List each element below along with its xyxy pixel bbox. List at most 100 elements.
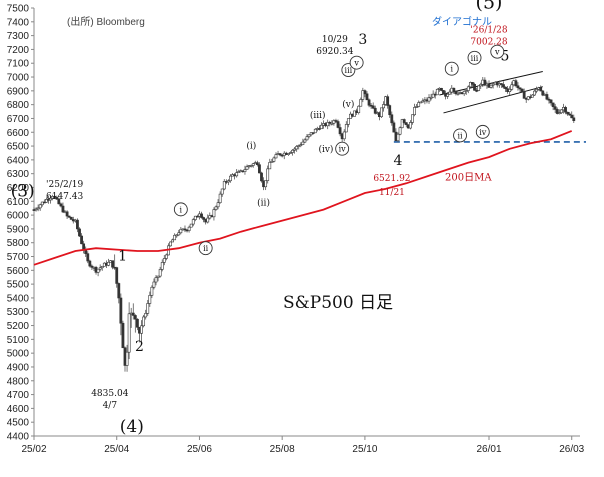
candle-body [539, 87, 543, 92]
candle-body [272, 157, 276, 162]
x-axis: 25/02 25/04 25/06 25/08 25/10 26/01 26/03 [21, 435, 585, 455]
candle-body [235, 172, 239, 177]
candle-body [462, 90, 466, 95]
y-axis: 4400 4500 4600 4700 4800 4900 5000 5100 5200 5300… [7, 4, 35, 443]
candle-body [142, 316, 146, 327]
candle-body [187, 226, 191, 231]
x-tick-label: 25/06 [187, 444, 212, 455]
circled-label-text: iv [479, 128, 487, 137]
circled-label-ring [453, 128, 467, 143]
candle-body [568, 113, 572, 116]
candle-body [363, 90, 367, 95]
candle-body [388, 105, 392, 116]
y-tick-label: 7400 [7, 17, 30, 28]
circled-label-ring [335, 141, 350, 156]
circled-label-ring [198, 241, 213, 256]
y-tick-label: 7500 [7, 4, 30, 15]
candle-body [475, 90, 478, 92]
candle-body [258, 164, 261, 174]
candle-body [557, 112, 561, 115]
candle-body [243, 169, 247, 172]
candle-body [249, 165, 253, 167]
candle-body [570, 114, 574, 119]
circled-label-text: ii [457, 131, 463, 140]
candle-body [274, 154, 278, 159]
candle-body [440, 87, 443, 91]
candle-body [518, 87, 522, 90]
candle-body [468, 82, 472, 88]
candle-body [78, 228, 81, 237]
y-tick-label: 7000 [7, 73, 30, 84]
candle-body [491, 83, 495, 86]
candle-body [177, 232, 181, 236]
candle-body [150, 286, 154, 296]
candle-body [553, 106, 557, 110]
candle-body [202, 217, 205, 220]
annotation-label: '26/1/28 [470, 26, 507, 36]
y-tick-label: 5400 [7, 293, 30, 304]
candle-body [396, 133, 400, 142]
x-tick-label: 25/10 [352, 444, 377, 455]
annotation-label: 4 [393, 153, 402, 169]
candle-body [522, 91, 526, 99]
candle-body [464, 90, 468, 92]
candlesticks [32, 77, 576, 372]
candle-body [34, 208, 38, 211]
candle-body [218, 193, 222, 204]
candle-body [173, 234, 177, 241]
candle-body [297, 145, 301, 147]
candle-body [80, 235, 83, 245]
candle-body [115, 267, 119, 284]
candle-body [212, 209, 216, 218]
x-tick-label: 26/03 [559, 444, 584, 455]
x-tick-label: 25/02 [21, 444, 46, 455]
candle-body [477, 85, 481, 91]
candle-body [417, 102, 421, 107]
annotation-label: (5) [476, 0, 503, 14]
y-tick-label: 5600 [7, 266, 30, 277]
candle-body [510, 84, 514, 90]
annotation-label: 2 [135, 339, 144, 355]
candle-body [245, 166, 249, 170]
candle-body [268, 162, 272, 170]
annotation-label: 3 [358, 32, 367, 48]
annotation-label: 4835.04 [91, 389, 128, 399]
candle-body [353, 110, 356, 117]
candle-body [160, 262, 164, 270]
source-label: (出所) Bloomberg [67, 15, 145, 28]
candle-body [402, 119, 406, 123]
candle-body [193, 215, 197, 220]
y-tick-label: 6200 [7, 183, 30, 194]
candle-body [361, 90, 365, 100]
candle-body [398, 127, 402, 135]
chart-title: S&P500 日足 [283, 293, 393, 313]
candle-body [373, 107, 377, 114]
y-tick-label: 7300 [7, 31, 30, 42]
candle-body [295, 146, 299, 150]
y-tick-label: 6100 [7, 197, 30, 208]
y-tick-label: 5800 [7, 238, 30, 249]
circled-label-ring [467, 50, 482, 65]
candle-body [266, 168, 270, 181]
annotation-label: 6147.43 [46, 192, 83, 202]
channel-lower-line [443, 86, 543, 114]
y-tick-label: 5500 [7, 280, 30, 291]
annotation-label: 7002.28 [470, 38, 507, 48]
candle-body [357, 105, 361, 113]
candle-body [156, 275, 160, 278]
candle-body [442, 90, 445, 95]
candle-body [466, 86, 470, 91]
candle-body [344, 124, 348, 133]
circled-label-ring [444, 61, 459, 76]
candle-body [183, 228, 187, 231]
candle-body [286, 153, 290, 155]
candle-body [125, 351, 129, 366]
candle-body [299, 144, 303, 146]
candle-body [88, 260, 92, 267]
y-tick-label: 4700 [7, 390, 30, 401]
candle-body [191, 219, 195, 225]
y-tick-label: 6900 [7, 86, 30, 97]
y-tick-label: 4500 [7, 418, 30, 429]
candle-body [386, 96, 390, 106]
candle-body [45, 199, 48, 203]
